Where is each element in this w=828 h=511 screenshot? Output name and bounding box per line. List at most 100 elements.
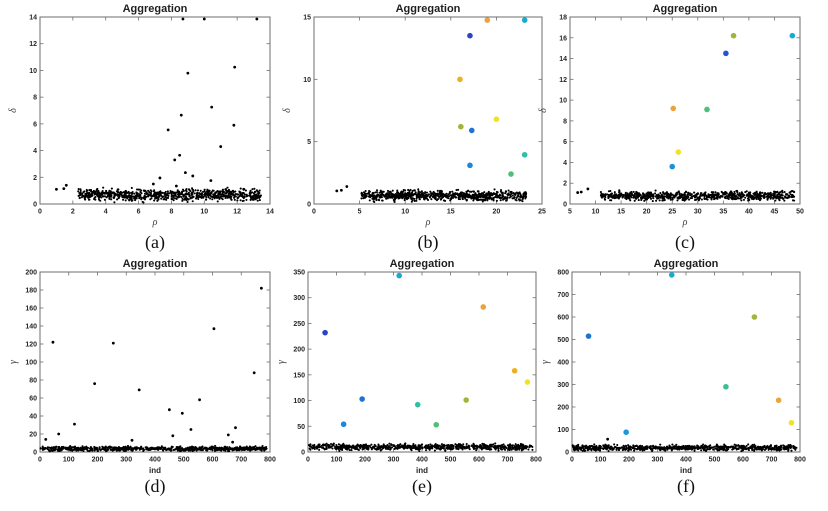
ticks-c (569, 16, 801, 205)
cluster-center-point (359, 396, 365, 402)
cluster-center-point (521, 151, 528, 158)
y-tick-label: 700 (557, 292, 569, 299)
y-tick-label: 6 (563, 139, 567, 146)
cluster-center-point (457, 76, 463, 83)
y-tick-label: 600 (557, 315, 569, 322)
cluster-center-point (468, 127, 475, 134)
y-axis-label-f: γ (540, 359, 551, 364)
y-tick-label: 10 (559, 98, 567, 105)
y-tick-label: 100 (557, 427, 569, 434)
y-tick-label: 15 (303, 15, 311, 22)
tick-labels-b: 0 5 10 15 20 25 0 5 10 15 (303, 15, 546, 216)
x-tick-label: 0 (38, 457, 42, 464)
x-tick-label: 6 (137, 209, 141, 216)
subplot-c: 5 10 15 20 25 30 35 40 45 50 0 2 4 6 8 10 12 14 16 18 Aggreg… (538, 3, 804, 228)
black-outlier-points-f (606, 437, 610, 441)
black-outlier-points-b (335, 185, 349, 193)
y-tick-label: 12 (559, 77, 567, 84)
x-tick-label: 8 (169, 209, 173, 216)
x-tick-label: 25 (538, 209, 546, 216)
x-tick-label: 600 (207, 457, 219, 464)
cluster-center-point (668, 272, 675, 278)
x-axis-label-c: ρ (682, 217, 688, 228)
x-tick-label: 0 (312, 209, 316, 216)
x-tick-label: 50 (796, 209, 804, 216)
plot-title-f: Aggregation (654, 258, 719, 270)
x-axis-label-a: ρ (152, 217, 158, 228)
x-tick-label: 400 (680, 457, 692, 464)
y-tick-label: 14 (559, 56, 567, 63)
subplot-b: 0 5 10 15 20 25 0 5 10 15 Aggregation ρ δ (282, 3, 546, 228)
x-tick-label: 300 (652, 457, 664, 464)
cluster-center-point (508, 171, 514, 177)
cluster-center-point (322, 329, 328, 336)
y-tick-label: 5 (307, 139, 311, 146)
subplot-caption-e: (e) (412, 476, 432, 496)
x-tick-label: 5 (568, 209, 572, 216)
y-tick-label: 140 (25, 324, 37, 331)
ticks-f (571, 271, 801, 453)
y-tick-label: 0 (307, 202, 311, 209)
subplot-e: 0 100 200 300 400 500 600 700 800 0 50 100 150 200 250… (276, 258, 542, 475)
plot-frame-b (313, 16, 543, 205)
x-tick-label: 0 (306, 457, 310, 464)
subplot-a: 0 2 4 6 8 10 12 14 0 2 4 6 8 10 12 14 Aggregation ρ δ (8, 3, 274, 228)
y-tick-label: 0 (301, 450, 305, 457)
y-tick-label: 40 (29, 414, 37, 421)
y-tick-label: 2 (563, 181, 567, 188)
tick-labels-c: 5 10 15 20 25 30 35 40 45 50 0 2 4 6 8 10 12 14 16 18 (559, 15, 804, 216)
tick-labels-a: 0 2 4 6 8 10 12 14 0 2 4 6 8 10 12 14 (29, 15, 274, 216)
cluster-center-point (467, 162, 473, 169)
plot-frame-a (39, 16, 271, 205)
x-tick-label: 600 (737, 457, 749, 464)
tick-labels-f: 0 100 200 300 400 500 600 700 800 0 100 200 300 400 50… (557, 270, 806, 464)
x-tick-label: 4 (104, 209, 108, 216)
plot-title-a: Aggregation (123, 3, 188, 15)
y-tick-label: 180 (25, 288, 37, 295)
y-tick-label: 300 (293, 295, 305, 302)
cluster-center-point (414, 401, 421, 408)
x-tick-label: 100 (63, 457, 75, 464)
y-tick-label: 60 (29, 396, 37, 403)
x-tick-label: 15 (617, 209, 625, 216)
y-tick-label: 14 (29, 15, 37, 22)
tick-labels-d: 0 100 200 300 400 500 600 700 800 0 20 40 60 80 100 120… (25, 270, 276, 464)
x-tick-label: 100 (331, 457, 343, 464)
x-tick-label: 12 (233, 209, 241, 216)
x-tick-label: 800 (530, 457, 542, 464)
y-tick-label: 50 (297, 424, 305, 431)
x-tick-label: 15 (447, 209, 455, 216)
y-axis-label-b: δ (282, 108, 293, 113)
tick-labels-e: 0 100 200 300 400 500 600 700 800 0 50 100 150 200 250… (293, 270, 542, 464)
x-axis-label-b: ρ (425, 217, 431, 228)
plot-frame-f (571, 271, 801, 453)
x-tick-label: 700 (766, 457, 778, 464)
y-tick-label: 80 (29, 378, 37, 385)
y-tick-label: 350 (293, 270, 305, 277)
cluster-center-point (340, 421, 347, 428)
y-tick-label: 100 (25, 360, 37, 367)
cluster-center-point (730, 32, 737, 39)
x-tick-label: 45 (771, 209, 779, 216)
y-tick-label: 120 (25, 342, 37, 349)
x-tick-label: 300 (388, 457, 400, 464)
y-tick-label: 200 (557, 405, 569, 412)
subplot-caption-c: (c) (675, 232, 695, 252)
x-tick-label: 35 (719, 209, 727, 216)
plot-title-b: Aggregation (396, 3, 461, 15)
colored-center-points-b (457, 17, 528, 177)
ticks-a (39, 16, 271, 205)
x-tick-label: 600 (473, 457, 485, 464)
y-tick-label: 10 (303, 77, 311, 84)
cluster-center-point (704, 106, 710, 113)
y-axis-label-e: γ (276, 359, 287, 364)
x-tick-label: 400 (149, 457, 161, 464)
x-tick-label: 20 (643, 209, 651, 216)
x-tick-label: 100 (595, 457, 607, 464)
x-tick-label: 20 (493, 209, 501, 216)
colored-center-points-e (322, 272, 531, 428)
x-axis-label-f: ind (680, 466, 692, 475)
y-tick-label: 6 (33, 121, 37, 128)
